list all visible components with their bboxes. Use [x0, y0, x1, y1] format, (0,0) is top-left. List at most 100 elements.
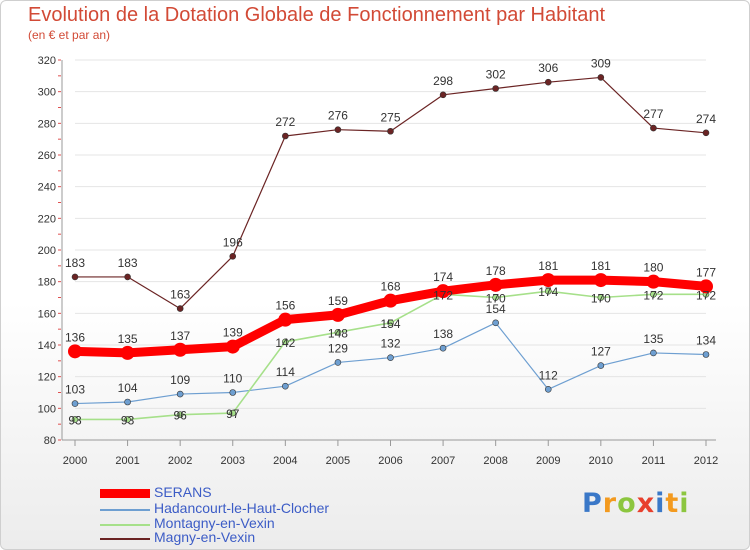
- data-label-montagny-en-vexin-2008: 170: [486, 292, 506, 306]
- data-label-magny-en-vexin-2003: 196: [223, 235, 243, 249]
- data-point-hadancourt-le-haut-clocher-2012: [702, 351, 710, 358]
- data-point-magny-en-vexin-2008: [492, 85, 499, 92]
- data-point-magny-en-vexin-2005: [334, 126, 342, 133]
- data-label-serans-2006: 168: [380, 280, 400, 294]
- data-label-serans-2005: 159: [328, 294, 348, 308]
- data-point-magny-en-vexin-2012: [702, 129, 710, 137]
- y-tick-label-300: 300: [38, 87, 56, 99]
- data-label-montagny-en-vexin-2011: 172: [643, 288, 663, 302]
- data-label-serans-2008: 178: [486, 264, 506, 278]
- data-point-hadancourt-le-haut-clocher-2008: [492, 319, 499, 327]
- series-group: [68, 74, 713, 423]
- data-label-serans-2010: 181: [591, 259, 611, 273]
- proxiti-logo: Proxiti: [582, 488, 690, 519]
- data-point-hadancourt-le-haut-clocher-2003: [229, 389, 237, 396]
- data-point-serans-2010: [593, 273, 608, 288]
- data-label-montagny-en-vexin-2007: 172: [433, 288, 453, 302]
- logo-letter-1: r: [602, 488, 618, 519]
- y-tick-label-240: 240: [38, 182, 56, 194]
- data-point-hadancourt-le-haut-clocher-2002: [176, 390, 184, 398]
- data-point-serans-2005: [330, 307, 345, 322]
- logo-letter-4: i: [655, 488, 666, 519]
- chart-subtitle: (en € et par an): [28, 28, 111, 42]
- data-label-montagny-en-vexin-2006: 154: [380, 317, 400, 331]
- data-label-serans-2012: 177: [696, 265, 716, 279]
- y-tick-label-200: 200: [38, 245, 56, 257]
- x-axis-ticks: 2000 2001 2002 2003 2004 2005 2006 2007 2008 2009…: [63, 440, 718, 467]
- x-tick-label-2003: 2003: [221, 455, 245, 467]
- y-tick-label-220: 220: [38, 213, 56, 225]
- data-point-magny-en-vexin-2004: [282, 132, 289, 140]
- data-point-magny-en-vexin-2009: [544, 78, 552, 86]
- data-label-hadancourt-le-haut-clocher-2003: 110: [223, 372, 242, 386]
- data-label-serans-2007: 174: [433, 270, 453, 284]
- data-label-magny-en-vexin-2001: 183: [118, 256, 138, 270]
- data-label-montagny-en-vexin-2002: 96: [173, 409, 187, 423]
- data-point-hadancourt-le-haut-clocher-2010: [597, 362, 605, 369]
- legend-swatch-hadancourt: [100, 509, 150, 511]
- data-point-hadancourt-le-haut-clocher-2005: [334, 359, 342, 366]
- data-label-serans-2009: 181: [538, 259, 558, 273]
- data-point-magny-en-vexin-2000: [71, 273, 79, 281]
- data-label-hadancourt-le-haut-clocher-2012: 134: [696, 334, 716, 348]
- data-point-montagny-en-vexin-2010: [597, 294, 605, 301]
- data-label-serans-2003: 139: [223, 326, 243, 340]
- y-tick-label-180: 180: [38, 277, 56, 289]
- data-label-montagny-en-vexin-2009: 174: [538, 285, 558, 299]
- series-montagny-en-vexin: [71, 287, 710, 423]
- data-point-magny-en-vexin-2001: [124, 273, 131, 281]
- data-labels: 183 183 163 196 272 276 275 298 302 306 309 277 274 1…: [65, 56, 716, 427]
- x-tick-label-2001: 2001: [115, 455, 139, 467]
- data-point-montagny-en-vexin-2009: [544, 287, 552, 295]
- data-point-montagny-en-vexin-2004: [282, 338, 289, 346]
- data-point-magny-en-vexin-2002: [176, 305, 184, 312]
- data-point-montagny-en-vexin-2001: [124, 416, 131, 423]
- data-point-hadancourt-le-haut-clocher-2007: [439, 344, 447, 352]
- data-point-hadancourt-le-haut-clocher-2004: [282, 382, 289, 390]
- legend-swatch-montagny: [100, 524, 150, 526]
- series-hadancourt-le-haut-clocher: [71, 319, 710, 407]
- data-point-montagny-en-vexin-2000: [71, 416, 79, 423]
- data-label-magny-en-vexin-2002: 163: [170, 288, 190, 302]
- data-point-serans-2007: [436, 284, 451, 299]
- data-point-hadancourt-le-haut-clocher-2001: [124, 398, 131, 406]
- data-point-serans-2001: [120, 345, 135, 360]
- data-point-montagny-en-vexin-2011: [650, 291, 657, 298]
- data-point-hadancourt-le-haut-clocher-2006: [387, 354, 394, 361]
- x-tick-label-2000: 2000: [63, 455, 87, 467]
- x-tick-label-2008: 2008: [483, 455, 507, 467]
- data-label-montagny-en-vexin-2000: 93: [68, 413, 82, 427]
- data-label-hadancourt-le-haut-clocher-2007: 138: [433, 327, 453, 341]
- data-label-magny-en-vexin-2011: 277: [643, 107, 663, 121]
- data-point-montagny-en-vexin-2008: [492, 294, 499, 301]
- y-axis-ticks: 80 100 120 140 160 180 200 220 240 260 280 300 320: [38, 55, 61, 447]
- x-tick-label-2002: 2002: [168, 455, 192, 467]
- data-label-magny-en-vexin-2006: 275: [380, 110, 400, 124]
- data-label-montagny-en-vexin-2004: 142: [275, 336, 295, 350]
- data-label-hadancourt-le-haut-clocher-2006: 132: [380, 337, 400, 351]
- data-label-magny-en-vexin-2008: 302: [486, 68, 506, 82]
- data-point-magny-en-vexin-2006: [387, 127, 394, 135]
- data-point-serans-2011: [646, 274, 661, 289]
- logo-letter-2: o: [617, 488, 637, 519]
- data-label-hadancourt-le-haut-clocher-2011: 135: [643, 332, 663, 346]
- data-label-hadancourt-le-haut-clocher-2002: 109: [170, 373, 190, 387]
- y-tick-label-100: 100: [38, 403, 56, 415]
- data-point-hadancourt-le-haut-clocher-2000: [71, 400, 79, 407]
- data-point-magny-en-vexin-2003: [229, 253, 237, 260]
- series-serans: [68, 273, 713, 360]
- series-magny-en-vexin: [71, 74, 710, 312]
- data-label-magny-en-vexin-2004: 272: [275, 115, 295, 129]
- data-point-serans-2006: [383, 293, 398, 308]
- y-tick-label-80: 80: [44, 435, 56, 447]
- x-tick-label-2009: 2009: [536, 455, 560, 467]
- data-label-serans-2000: 136: [65, 330, 85, 344]
- x-tick-label-2004: 2004: [273, 455, 297, 467]
- data-label-montagny-en-vexin-2012: 172: [696, 288, 716, 302]
- logo-letter-6: i: [679, 488, 690, 519]
- data-label-serans-2011: 180: [643, 261, 663, 275]
- y-tick-label-140: 140: [38, 340, 56, 352]
- y-tick-label-280: 280: [38, 118, 56, 130]
- data-label-hadancourt-le-haut-clocher-2001: 104: [118, 381, 138, 395]
